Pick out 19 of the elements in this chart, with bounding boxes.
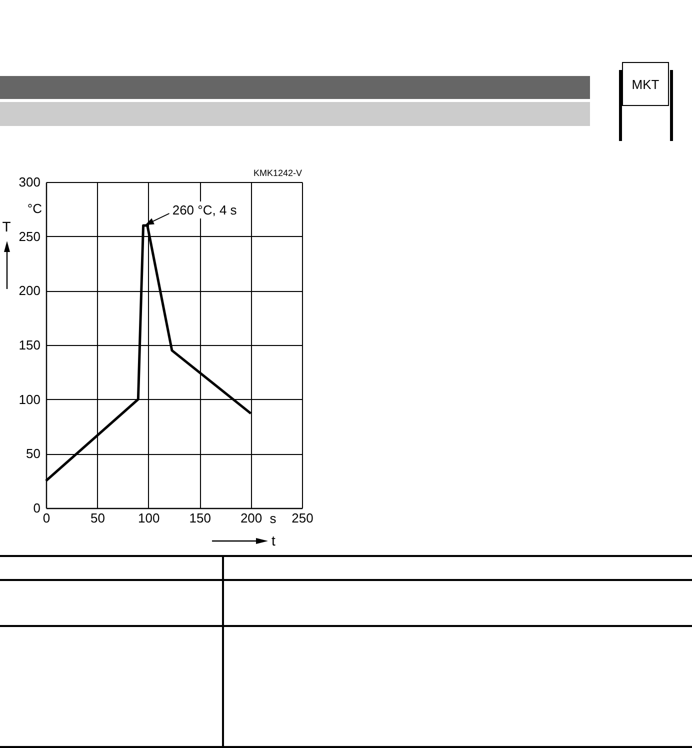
x-tick-label: 150: [189, 510, 211, 526]
x-axis-title: t: [272, 532, 276, 548]
x-tick-label: 100: [138, 510, 160, 526]
x-tick-label: 250: [292, 510, 314, 526]
y-tick-label: 300: [18, 174, 40, 190]
y-tick-label: 50: [26, 446, 40, 462]
x-tick-label: 50: [90, 510, 105, 526]
text: KMK1242-V: [253, 168, 302, 178]
y-axis-title: T: [2, 218, 12, 234]
y-tick-label: 250: [18, 228, 40, 244]
annotation: 260 °C, 4 s: [172, 202, 238, 218]
text: s: [270, 511, 277, 526]
x-tick-label: 200: [240, 510, 262, 526]
text: °C: [27, 201, 42, 216]
y-tick-label: 100: [18, 392, 40, 407]
y-tick-label: 0: [33, 500, 40, 516]
y-tick-label: 200: [18, 283, 40, 298]
y-tick-label: 150: [18, 338, 40, 352]
x-tick-label: 0: [42, 510, 50, 526]
